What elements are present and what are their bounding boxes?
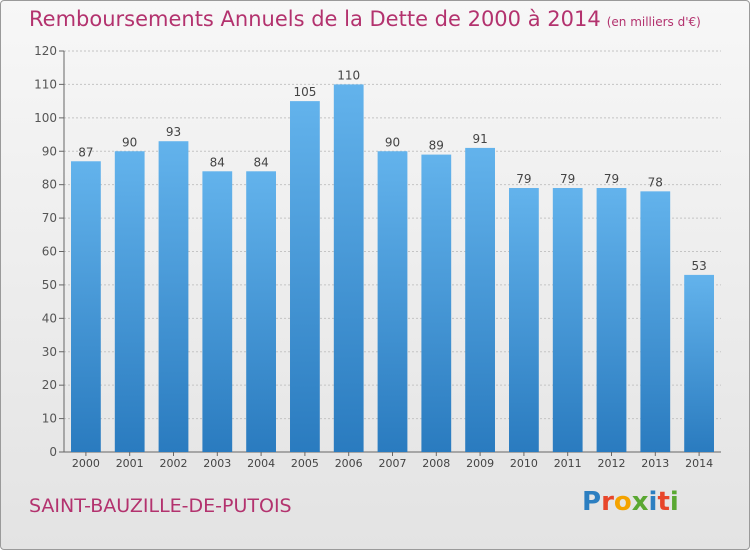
bar-value-label: 89 — [429, 139, 444, 153]
bar-2012[interactable] — [596, 188, 627, 452]
bar-value-label: 84 — [210, 155, 225, 169]
bar-value-label: 79 — [516, 172, 531, 186]
y-tick-label: 90 — [42, 144, 57, 158]
x-tick-label: 2006 — [335, 457, 363, 470]
bar-2006[interactable] — [333, 84, 364, 453]
logo-letter: P — [582, 487, 602, 517]
unit-note: (en milliers d'€) — [606, 15, 701, 29]
place-name: SAINT-BAUZILLE-DE-PUTOIS — [29, 495, 292, 517]
bar-value-label: 110 — [337, 68, 360, 82]
bar-value-label: 91 — [472, 132, 487, 146]
x-tick-label: 2001 — [116, 457, 144, 470]
bar-value-label: 79 — [604, 172, 619, 186]
logo-letter: i — [648, 487, 658, 517]
bar-value-label: 53 — [691, 259, 706, 273]
bar-value-label: 87 — [78, 145, 93, 159]
y-tick-label: 40 — [42, 311, 57, 325]
logo-letter: t — [657, 487, 670, 517]
bar-2014[interactable] — [684, 274, 714, 452]
y-tick-label: 60 — [42, 245, 57, 259]
x-tick-label: 2003 — [203, 457, 231, 470]
bar-2004[interactable] — [246, 171, 276, 453]
logo-letter: r — [601, 487, 614, 517]
bar-2013[interactable] — [640, 191, 671, 452]
bar-2011[interactable] — [552, 188, 583, 452]
bar-2010[interactable] — [509, 188, 539, 452]
x-tick-label: 2011 — [554, 457, 582, 470]
y-tick-label: 10 — [42, 412, 57, 426]
x-tick-label: 2014 — [685, 457, 713, 470]
x-tick-label: 2009 — [466, 457, 494, 470]
bar-2001[interactable] — [114, 151, 145, 452]
x-tick-label: 2004 — [247, 457, 275, 470]
x-tick-label: 2013 — [641, 457, 669, 470]
bars — [71, 84, 714, 453]
bar-value-label: 84 — [253, 155, 268, 169]
x-tick-label: 2000 — [72, 457, 100, 470]
bar-value-label: 93 — [166, 125, 181, 139]
x-tick-label: 2008 — [422, 457, 450, 470]
bar-value-label: 79 — [560, 172, 575, 186]
bar-2008[interactable] — [421, 154, 452, 452]
bar-value-label: 90 — [122, 135, 137, 149]
y-tick-label: 50 — [42, 278, 57, 292]
y-tick-label: 80 — [42, 178, 57, 192]
y-tick-label: 120 — [34, 44, 57, 58]
x-tick-label: 2005 — [291, 457, 319, 470]
x-tick-label: 2010 — [510, 457, 538, 470]
bar-2009[interactable] — [465, 147, 495, 453]
logo-letter: i — [669, 487, 679, 517]
y-tick-label: 30 — [42, 345, 57, 359]
y-tick-label: 20 — [42, 378, 57, 392]
proxiti-logo[interactable]: Proxiti — [582, 487, 679, 517]
y-tick-label: 110 — [34, 77, 57, 91]
x-tick-label: 2007 — [379, 457, 407, 470]
bar-value-label: 78 — [648, 175, 663, 189]
bar-value-label: 105 — [293, 85, 316, 99]
x-tick-label: 2012 — [598, 457, 626, 470]
bar-2005[interactable] — [290, 101, 320, 452]
y-tick-label: 100 — [34, 111, 57, 125]
y-tick-label: 70 — [42, 211, 57, 225]
bar-value-label: 90 — [385, 135, 400, 149]
x-tick-label: 2002 — [160, 457, 188, 470]
bar-2000[interactable] — [71, 161, 101, 452]
labels: 0 10 20 30 40 50 60 70 80 90 100 110 120 87 2000 90 2001… — [34, 44, 713, 470]
logo-letter: x — [631, 487, 649, 517]
bar-2003[interactable] — [202, 171, 233, 453]
logo-letter: o — [613, 487, 632, 517]
bar-2007[interactable] — [377, 151, 408, 452]
chart-title: Remboursements Annuels de la Dette de 20… — [29, 7, 701, 31]
bar-2002[interactable] — [158, 141, 189, 452]
y-tick-label: 0 — [49, 445, 57, 459]
